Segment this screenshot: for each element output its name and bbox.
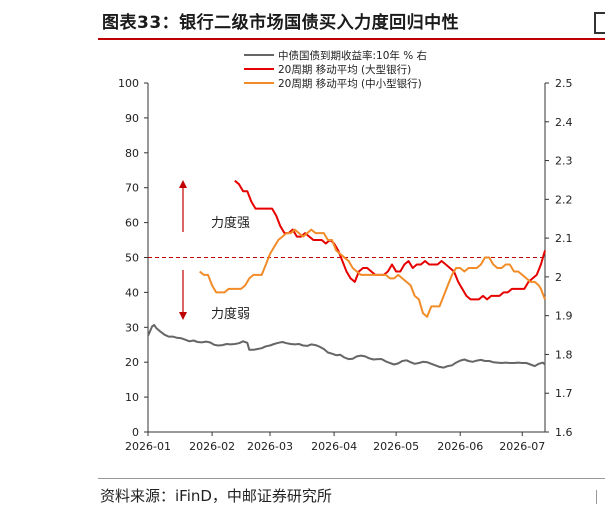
x-tick-label: 2026-07 bbox=[499, 440, 545, 453]
series-line bbox=[199, 228, 546, 318]
arrow-up-head bbox=[179, 180, 187, 188]
y-right-tick-label: 1.6 bbox=[555, 426, 573, 439]
y-left-tick-label: 10 bbox=[125, 391, 139, 404]
series-line bbox=[147, 324, 546, 369]
legend-label: 20周期 移动平均 (大型银行) bbox=[278, 63, 411, 76]
y-left-tick-label: 50 bbox=[125, 252, 139, 265]
y-right-tick-label: 1.7 bbox=[555, 387, 573, 400]
y-left-tick-label: 40 bbox=[125, 286, 139, 299]
y-left-tick-label: 100 bbox=[118, 77, 139, 90]
chart-series bbox=[147, 179, 546, 369]
legend-label: 中债国债到期收益率:10年 % 右 bbox=[278, 49, 427, 62]
y-left-tick-label: 20 bbox=[125, 356, 139, 369]
x-tick-label: 2026-05 bbox=[373, 440, 419, 453]
y-left-tick-label: 70 bbox=[125, 182, 139, 195]
series-line bbox=[234, 179, 546, 301]
chart-axes: 0 10 20 30 40 50 60 70 80 90 100 1.6 1.7 1.8 1.9 2 2.1 2.… bbox=[118, 77, 573, 453]
y-left-tick-label: 0 bbox=[132, 426, 139, 439]
arrow-down-head bbox=[179, 312, 187, 320]
legend-label: 20周期 移动平均 (中小型银行) bbox=[278, 77, 422, 90]
y-left-tick-label: 80 bbox=[125, 147, 139, 160]
annotation-weak: 力度弱 bbox=[211, 306, 250, 322]
corner-mark bbox=[594, 12, 605, 34]
right-edge-mark bbox=[596, 490, 605, 504]
y-right-tick-label: 2 bbox=[555, 271, 562, 284]
x-tick-label: 2026-06 bbox=[437, 440, 483, 453]
y-left-tick-label: 90 bbox=[125, 112, 139, 125]
x-tick-label: 2026-03 bbox=[247, 440, 293, 453]
y-right-tick-label: 1.8 bbox=[555, 348, 573, 361]
source-note: 资料来源：iFinD，中邮证券研究所 bbox=[100, 487, 332, 505]
x-tick-label: 2026-01 bbox=[125, 440, 171, 453]
annotation-strong: 力度强 bbox=[211, 215, 250, 231]
y-right-tick-label: 2.5 bbox=[555, 77, 573, 90]
title-divider bbox=[98, 38, 605, 40]
y-left-tick-label: 60 bbox=[125, 217, 139, 230]
page-title: 图表33：银行二级市场国债买入力度回归中性 bbox=[102, 13, 460, 33]
y-right-tick-label: 2.3 bbox=[555, 155, 573, 168]
y-right-tick-label: 1.9 bbox=[555, 310, 573, 323]
source-divider bbox=[98, 478, 605, 479]
y-right-tick-label: 2.4 bbox=[555, 116, 573, 129]
y-right-tick-label: 2.2 bbox=[555, 193, 573, 206]
x-tick-label: 2026-04 bbox=[311, 440, 357, 453]
line-chart: 0 10 20 30 40 50 60 70 80 90 100 1.6 1.7 1.8 1.9 2 2.1 2.… bbox=[118, 49, 573, 453]
y-right-tick-label: 2.1 bbox=[555, 232, 573, 245]
x-tick-label: 2026-02 bbox=[189, 440, 235, 453]
y-left-tick-label: 30 bbox=[125, 321, 139, 334]
